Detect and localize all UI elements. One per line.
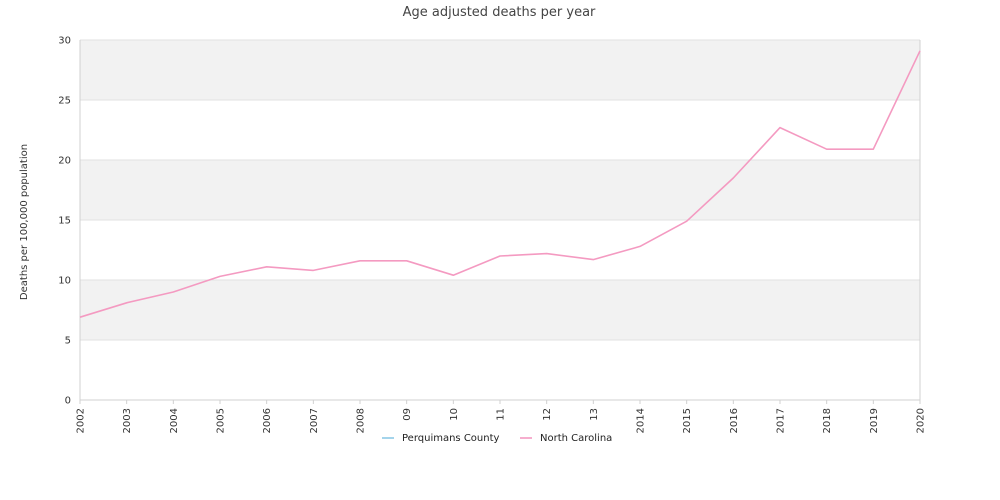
y-tick-label: 10 [58,276,71,287]
y-tick-label: 15 [58,216,71,227]
x-tick-label: 11 [496,408,507,421]
series-line [79,50,921,318]
x-tick-label: 2004 [169,408,180,433]
y-tick-label: 0 [65,396,71,407]
legend: Perquimans County North Carolina [382,433,612,444]
plot-band [80,40,920,100]
plot-band [80,340,920,400]
plot-background [80,40,920,400]
y-tick-label: 25 [58,96,71,107]
x-tick-label: 2005 [216,408,227,433]
y-tick-label: 30 [58,36,71,47]
x-tick-label: 2014 [636,408,647,433]
legend-item: Perquimans County [382,433,500,444]
plot-band [80,160,920,220]
x-axis-ticks: 2002 2003 2004 2005 2006 2007 2008 09 10 11 12 13 20… [76,400,927,433]
x-tick-label: 2002 [76,408,87,433]
x-tick-label: 13 [589,408,600,421]
plot-band [80,280,920,340]
plot-band [80,100,920,160]
x-tick-label: 2018 [822,408,833,433]
x-tick-label: 09 [402,408,413,421]
legend-label: North Carolina [540,433,612,444]
x-tick-label: 2016 [729,408,740,433]
y-tick-label: 20 [58,156,71,167]
y-tick-label: 5 [65,336,71,347]
x-tick-label: 2017 [776,408,787,433]
x-tick-label: 12 [542,408,553,421]
chart-title: Age adjusted deaths per year [403,5,596,20]
x-tick-label: 2008 [356,408,367,433]
x-tick-label: 10 [449,408,460,421]
x-tick-label: 2019 [869,408,880,433]
series-layer [79,50,921,318]
x-tick-label: 2007 [309,408,320,433]
x-tick-label: 2006 [262,408,273,433]
legend-item: North Carolina [520,433,612,444]
plot-band [80,220,920,280]
y-axis-ticks: 0 5 10 15 20 25 30 [58,36,71,407]
legend-label: Perquimans County [402,433,500,444]
x-tick-label: 2015 [682,408,693,433]
x-tick-label: 2020 [916,408,927,433]
y-axis-label: Deaths per 100,000 population [19,144,30,300]
x-tick-label: 2003 [122,408,133,433]
